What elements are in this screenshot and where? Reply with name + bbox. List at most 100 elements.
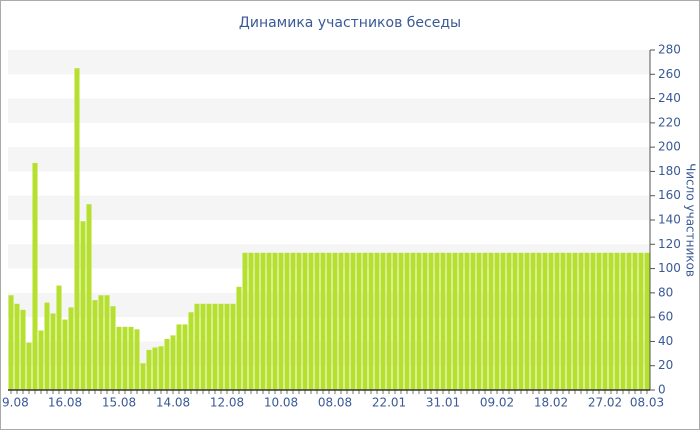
bar xyxy=(128,326,134,390)
bar xyxy=(536,252,542,390)
x-tick-label: 09.02 xyxy=(480,396,514,410)
x-tick-label: 10.08 xyxy=(264,396,298,410)
bar xyxy=(80,221,86,390)
bar xyxy=(188,312,194,390)
bar xyxy=(512,252,518,390)
x-tick-label: 12.08 xyxy=(210,396,244,410)
bar xyxy=(116,326,122,390)
bar xyxy=(56,285,62,390)
x-tick-label: 08.03 xyxy=(630,396,664,410)
y-tick-label: 20 xyxy=(658,358,673,372)
bar xyxy=(326,252,332,390)
y-tick-label: 240 xyxy=(658,91,681,105)
bar xyxy=(236,286,242,390)
bar xyxy=(290,252,296,390)
bar xyxy=(470,252,476,390)
bar xyxy=(506,252,512,390)
bar xyxy=(446,252,452,390)
bar xyxy=(488,252,494,390)
bar xyxy=(602,252,608,390)
x-tick-label: 31.01 xyxy=(426,396,460,410)
bar xyxy=(284,252,290,390)
bar xyxy=(272,252,278,390)
bar xyxy=(356,252,362,390)
bar xyxy=(332,252,338,390)
bar xyxy=(140,363,146,390)
bar xyxy=(146,349,152,390)
bar xyxy=(416,252,422,390)
bar xyxy=(266,252,272,390)
bar xyxy=(590,252,596,390)
bar xyxy=(302,252,308,390)
bar xyxy=(26,342,32,390)
bar xyxy=(374,252,380,390)
bar xyxy=(404,252,410,390)
bar xyxy=(524,252,530,390)
y-tick-label: 60 xyxy=(658,310,673,324)
bar xyxy=(608,252,614,390)
grid-band xyxy=(8,50,650,75)
bar xyxy=(314,252,320,390)
bar xyxy=(38,330,44,390)
bar xyxy=(428,252,434,390)
bar xyxy=(254,252,260,390)
bar xyxy=(368,252,374,390)
bar xyxy=(476,252,482,390)
x-tick-label: 18.02 xyxy=(534,396,568,410)
bar xyxy=(320,252,326,390)
grid-band xyxy=(8,98,650,123)
y-tick-label: 160 xyxy=(658,188,681,202)
y-tick-label: 200 xyxy=(658,140,681,154)
bar xyxy=(614,252,620,390)
bar xyxy=(170,335,176,390)
bar xyxy=(398,252,404,390)
bar xyxy=(8,295,14,390)
bar xyxy=(530,252,536,390)
bar xyxy=(338,252,344,390)
bar xyxy=(104,295,110,390)
bar xyxy=(152,347,158,390)
bar xyxy=(98,295,104,390)
bar xyxy=(230,303,236,390)
bar xyxy=(392,252,398,390)
bar xyxy=(452,252,458,390)
bar xyxy=(494,252,500,390)
bar xyxy=(518,252,524,390)
bar xyxy=(422,252,428,390)
bar xyxy=(548,252,554,390)
bar xyxy=(158,346,164,390)
y-tick-label: 40 xyxy=(658,334,673,348)
bar xyxy=(248,252,254,390)
bar xyxy=(44,302,50,390)
bar xyxy=(176,324,182,390)
y-tick-label: 80 xyxy=(658,285,673,299)
bar xyxy=(242,252,248,390)
bar xyxy=(638,252,644,390)
bar xyxy=(554,252,560,390)
grid-band xyxy=(8,147,650,172)
grid-band xyxy=(8,195,650,220)
bar xyxy=(278,252,284,390)
bar xyxy=(500,252,506,390)
bar xyxy=(224,303,230,390)
bar xyxy=(50,313,56,390)
bar xyxy=(578,252,584,390)
y-tick-label: 260 xyxy=(658,67,681,81)
y-tick-label: 0 xyxy=(658,383,666,397)
bar xyxy=(584,252,590,390)
bar xyxy=(386,252,392,390)
bar xyxy=(194,303,200,390)
bar xyxy=(164,339,170,390)
bar xyxy=(260,252,266,390)
bar xyxy=(362,252,368,390)
bar xyxy=(86,204,92,390)
x-tick-label: 15.08 xyxy=(102,396,136,410)
bar xyxy=(110,306,116,390)
bar xyxy=(440,252,446,390)
bar xyxy=(596,252,602,390)
bar xyxy=(620,252,626,390)
y-axis-title: Число участников xyxy=(684,163,698,277)
bar xyxy=(380,252,386,390)
bar xyxy=(542,252,548,390)
